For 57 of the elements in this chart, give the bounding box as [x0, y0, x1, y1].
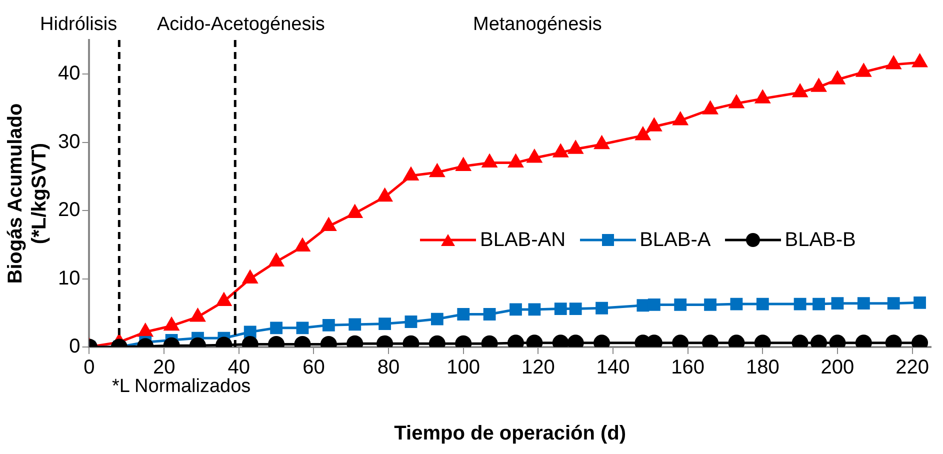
- legend-label: BLAB-AN: [480, 228, 566, 252]
- point: [811, 78, 826, 92]
- point: [912, 54, 928, 68]
- point: [856, 64, 871, 77]
- text: Hidrólisis: [40, 14, 118, 36]
- x-tick-label: 200: [820, 356, 854, 379]
- point: [792, 84, 808, 98]
- x-tick-label: 100: [446, 356, 480, 379]
- x-tick-label: 140: [596, 356, 630, 379]
- y-tick-label: 30: [58, 130, 80, 153]
- point: [295, 238, 310, 252]
- text: *L Normalizados: [112, 376, 251, 398]
- y-tick-label: 10: [58, 267, 80, 290]
- y-tick-label: 40: [58, 62, 80, 85]
- x-tick-label: 180: [746, 356, 780, 379]
- x-tick-label: 0: [84, 356, 95, 379]
- point: [646, 118, 662, 132]
- point: [527, 150, 542, 163]
- text: Metanogénesis: [473, 14, 602, 36]
- x-tick-label: 120: [521, 356, 555, 379]
- x-tick-label: 160: [671, 356, 705, 379]
- point: [702, 101, 718, 114]
- point: [138, 324, 153, 337]
- point: [456, 158, 471, 171]
- point: [553, 144, 568, 158]
- legend-label: BLAB-A: [640, 228, 711, 252]
- point: [216, 293, 232, 306]
- text: Acido-Acetogénesis: [157, 14, 325, 36]
- x-tick-label: 60: [302, 356, 325, 379]
- point: [190, 308, 206, 322]
- point: [755, 90, 770, 104]
- point: [377, 188, 392, 202]
- point: [321, 218, 336, 231]
- point: [482, 154, 497, 168]
- legend-label: BLAB-B: [784, 228, 856, 252]
- point: [594, 136, 610, 150]
- y-tick-label: 20: [58, 199, 80, 222]
- point: [673, 112, 688, 126]
- x-tick-label: 220: [896, 356, 929, 379]
- point: [268, 253, 284, 266]
- point: [830, 71, 845, 84]
- point: [886, 56, 901, 70]
- point: [404, 168, 418, 181]
- point: [568, 140, 583, 154]
- point: [242, 270, 258, 284]
- point: [430, 164, 444, 178]
- point: [348, 205, 362, 218]
- x-tick-label: 20: [152, 356, 176, 379]
- x-axis-title: Tiempo de operación (d): [394, 422, 626, 445]
- x-tick-label: 80: [377, 356, 400, 379]
- point: [729, 95, 744, 108]
- y-axis-title: Biogás Acumulado (*L/kgSVT): [4, 103, 51, 284]
- point: [508, 154, 524, 168]
- x-tick-label: 40: [228, 356, 250, 379]
- y-tick-label: 0: [69, 336, 80, 358]
- point: [636, 127, 650, 140]
- point: [164, 318, 179, 331]
